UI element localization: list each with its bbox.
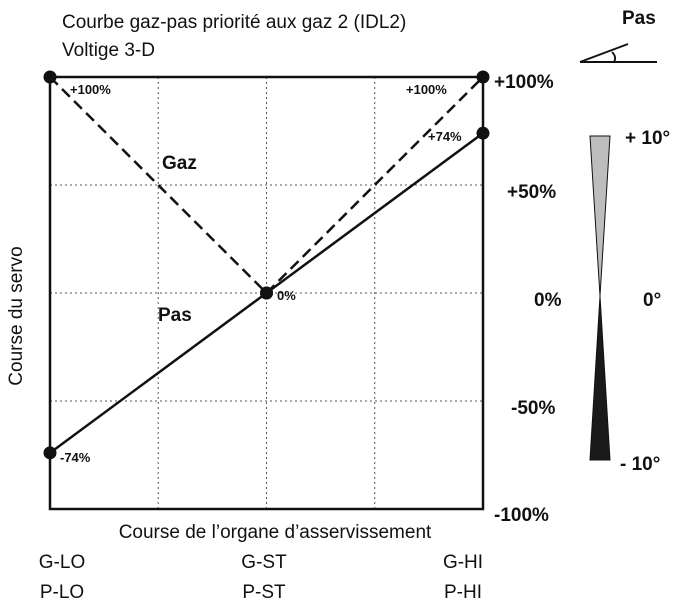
data-point-pas bbox=[43, 446, 57, 460]
point-label-pas-mid: 0% bbox=[277, 288, 296, 303]
data-point-pas bbox=[260, 286, 273, 300]
x-tick-label-bottom: P-HI bbox=[444, 582, 482, 603]
series-layer bbox=[43, 70, 490, 460]
chart-title: Courbe gaz-pas priorité aux gaz 2 (IDL2) bbox=[62, 12, 406, 33]
y-tick-label: -50% bbox=[511, 398, 555, 419]
y-tick-label: +50% bbox=[507, 182, 556, 203]
chart-subtitle: Voltige 3-D bbox=[62, 40, 155, 61]
x-tick-label-top: G-ST bbox=[241, 552, 287, 573]
point-label-gaz-end: +100% bbox=[406, 82, 447, 97]
x-axis-label: Course de l’organe d’asservissement bbox=[119, 522, 432, 543]
x-tick-label-top: G-HI bbox=[443, 552, 483, 573]
point-label-pas-end: +74% bbox=[428, 129, 462, 144]
pitch-label-bottom: - 10° bbox=[620, 454, 660, 475]
pitch-indicator-negative-wedge bbox=[589, 295, 611, 461]
plot-frame bbox=[48, 75, 485, 511]
data-point-pas bbox=[476, 126, 490, 140]
point-label-gaz-start: +100% bbox=[70, 82, 111, 97]
y-tick-label: 0% bbox=[534, 290, 562, 311]
pitch-indicator-title: Pas bbox=[622, 8, 656, 29]
y-tick-label: +100% bbox=[494, 72, 554, 93]
x-tick-label-bottom: P-LO bbox=[40, 582, 84, 603]
data-point-gaz bbox=[476, 70, 490, 84]
data-point-gaz bbox=[43, 70, 57, 84]
pitch-label-top: + 10° bbox=[625, 128, 670, 149]
pitch-angle-icon bbox=[579, 43, 657, 63]
x-tick-label-top: G-LO bbox=[39, 552, 85, 573]
pitch-indicator-positive-wedge bbox=[589, 135, 611, 297]
x-tick-label-bottom: P-ST bbox=[242, 582, 286, 603]
series-label-pas: Pas bbox=[158, 305, 192, 326]
series-label-gaz: Gaz bbox=[162, 153, 197, 174]
pitch-label-middle: 0° bbox=[643, 290, 661, 311]
y-tick-label: -100% bbox=[494, 505, 549, 526]
point-label-pas-start: -74% bbox=[60, 450, 91, 465]
y-axis-label: Course du servo bbox=[6, 246, 27, 385]
